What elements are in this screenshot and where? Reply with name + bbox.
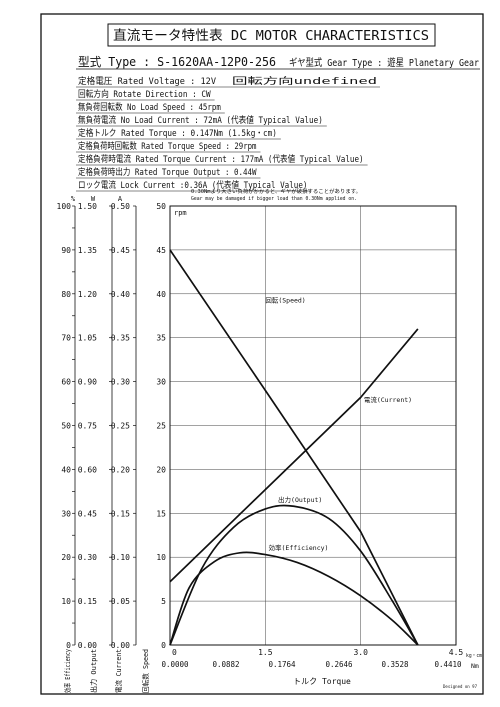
series-label-speed: 回転(Speed)	[265, 297, 305, 305]
chart-title: 直流モータ特性表 DC MOTOR CHARACTERISTICS	[113, 28, 429, 44]
x-tick-label-nm: 0.0000	[161, 660, 189, 669]
series-label-efficiency: 効率(Efficiency)	[269, 543, 329, 552]
y-tick-label: 25	[156, 422, 166, 431]
x-tick-label-nm: 0.1764	[268, 660, 296, 669]
footer-note: Designed on 97	[443, 684, 477, 690]
y-tick-label: 30	[156, 378, 166, 387]
y-tick-label: 0.75	[78, 422, 97, 431]
x-tick-label-nm: 0.3528	[381, 660, 409, 669]
x-axis-title: トルク Torque	[293, 677, 351, 686]
axis-title: 電流 Current	[114, 649, 123, 693]
y-tick-label: 0.15	[111, 509, 130, 518]
spec-line: 定格負荷時回転数 Rated Torque Speed : 29rpm	[78, 140, 257, 152]
y-tick-label: 45	[156, 246, 166, 255]
y-tick-label: 1.50	[78, 202, 97, 211]
spec-line: ロック電流 Lock Current :0.36A (代表値 Typical V…	[78, 179, 308, 191]
title-box	[107, 23, 436, 47]
y-tick-label: 0.50	[111, 202, 130, 211]
axis-unit: W	[91, 195, 96, 203]
series-line-efficiency	[169, 551, 419, 646]
y-tick-label: 0.45	[111, 246, 130, 255]
y-tick-label: 0.30	[78, 553, 97, 562]
y-tick-label: 0.00	[111, 641, 130, 650]
axis-title: 効率 Efficiency	[63, 649, 72, 693]
y-tick-label: 0	[161, 641, 166, 650]
y-tick-label: 1.20	[78, 290, 97, 299]
spec-line: 無負荷回転数 No Load Speed : 45rpm	[78, 101, 221, 113]
y-tick-label: 0.45	[78, 509, 97, 518]
spec-line: 定格電圧 Rated Voltage : 12V	[78, 75, 217, 87]
y-tick-label: 1.05	[78, 334, 97, 343]
spec-line: 無負荷電流 No Load Current : 72mA (代表値 Typica…	[78, 114, 323, 126]
motor-type: 型式 Type : S-1620AA-12P0-256	[78, 55, 276, 69]
y-tick-label: 0.10	[111, 553, 130, 562]
y-tick-label: 10	[61, 597, 71, 606]
x-tick-label: 3.0	[353, 648, 368, 657]
series-line-current	[169, 328, 419, 583]
warning-jp: 0.30Nmより大きい負荷がかかると、ギヤが破損することがあります。	[191, 188, 361, 195]
y-tick-label: 40	[156, 290, 166, 299]
y-tick-label: 0.05	[111, 597, 130, 606]
x-tick-label: 0	[172, 648, 177, 657]
x-unit: kg・cm	[466, 653, 483, 659]
x-tick-label-nm: 0.0882	[212, 660, 239, 669]
y-tick-label: 20	[156, 465, 166, 474]
y-tick-label: 10	[156, 553, 166, 562]
page-border	[40, 13, 484, 695]
x-tick-label-nm: 0.4410	[434, 660, 462, 669]
series-label-output: 出力(Output)	[278, 495, 322, 504]
x-tick-label: 4.5	[449, 648, 464, 657]
x-tick-label-nm: 0.2646	[325, 660, 353, 669]
y-tick-label: 0.90	[78, 378, 97, 387]
x-tick-label: 1.5	[258, 648, 273, 657]
y-tick-label: 70	[61, 334, 71, 343]
plot-frame	[169, 205, 457, 646]
spec-line: 定格負荷時電流 Rated Torque Current : 177mA (代表…	[78, 153, 364, 165]
series-line-output	[169, 504, 419, 646]
spec-line: 回転方向undefined	[232, 75, 377, 87]
y-tick-label: 0.20	[111, 465, 130, 474]
y-tick-label: 0.35	[111, 334, 130, 343]
y-tick-label: 0.15	[78, 597, 97, 606]
y-tick-label: 1.35	[78, 246, 97, 255]
spec-list: 定格電圧 Rated Voltage : 12V 回転方向undefined 回転方…	[76, 75, 380, 192]
y-tick-label: 15	[156, 509, 166, 518]
warning-en: Gear may be damaged if bigger load than …	[191, 196, 357, 202]
axis-unit: A	[118, 195, 123, 203]
spec-line: 定格トルク Rated Torque : 0.147Nm (1.5kg・cm)	[78, 127, 277, 139]
y-tick-label: 0.40	[111, 290, 130, 299]
y-tick-label: 0	[66, 641, 71, 650]
series-label-current: 電流(Current)	[364, 395, 412, 404]
y-tick-label: 60	[61, 378, 71, 387]
axis-unit: %	[71, 195, 76, 203]
axis-title: 回転数 Speed	[141, 649, 150, 693]
y-tick-label: 100	[57, 202, 72, 211]
y-tick-label: 0.25	[111, 422, 130, 431]
spec-line: 回転方向 Rotate Direction : CW	[78, 88, 211, 100]
y-tick-label: 40	[61, 465, 71, 474]
y-tick-label: 20	[61, 553, 71, 562]
x-unit-nm: Nm	[471, 662, 479, 670]
spec-line: 定格負荷時出力 Rated Torque Output : 0.44W	[78, 166, 257, 178]
y-tick-label: 0.30	[111, 378, 130, 387]
axis-title: 出力 Output	[89, 649, 98, 693]
y-tick-label: 90	[61, 246, 71, 255]
y-tick-label: 50	[61, 422, 71, 431]
series-line-speed	[169, 249, 419, 646]
y-tick-label: 50	[156, 202, 166, 211]
axis-unit: rpm	[174, 209, 187, 217]
y-tick-label: 80	[61, 290, 71, 299]
y-tick-label: 35	[156, 334, 166, 343]
y-tick-label: 5	[161, 597, 166, 606]
y-tick-label: 0.60	[78, 465, 97, 474]
y-tick-label: 0.00	[78, 641, 97, 650]
gear-type: ギヤ型式 Gear Type : 遊星 Planetary Gear	[289, 56, 479, 69]
y-tick-label: 30	[61, 509, 71, 518]
